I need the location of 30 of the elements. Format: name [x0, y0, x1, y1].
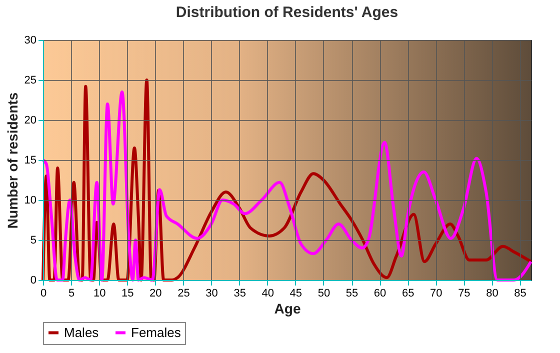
x-axis-title: Age — [274, 300, 301, 316]
x-tick-label: 30 — [206, 288, 218, 300]
y-tick-label: 5 — [30, 234, 36, 246]
x-tick-label: 45 — [290, 288, 302, 300]
x-tick-label: 35 — [234, 288, 246, 300]
y-tick-label: 30 — [24, 34, 36, 46]
x-tick-label: 25 — [178, 288, 190, 300]
legend-label: Males — [64, 324, 100, 340]
x-tick-label: 20 — [150, 288, 162, 300]
x-tick-label: 0 — [40, 288, 47, 300]
x-tick-label: 70 — [430, 288, 442, 300]
y-tick-label: 15 — [24, 154, 36, 166]
y-tick-label: 25 — [24, 74, 36, 86]
y-tick-label: 0 — [30, 274, 36, 286]
x-tick-label: 60 — [374, 288, 386, 300]
x-tick-label: 85 — [514, 288, 526, 300]
x-tick-label: 55 — [346, 288, 358, 300]
x-tick-label: 15 — [122, 288, 134, 300]
chart-title: Distribution of Residents' Ages — [176, 4, 398, 21]
x-tick-label: 75 — [458, 288, 470, 300]
x-tick-label: 40 — [262, 288, 274, 300]
x-tick-label: 10 — [93, 288, 106, 300]
y-tick-label: 10 — [24, 194, 36, 206]
x-tick-label: 50 — [318, 288, 330, 300]
y-axis-title: Number of residents — [4, 92, 20, 229]
x-tick-label: 80 — [486, 288, 498, 300]
y-tick-label: 20 — [24, 114, 36, 126]
x-tick-label: 5 — [68, 288, 75, 300]
legend-label: Females — [131, 324, 182, 340]
x-tick-label: 65 — [402, 288, 414, 300]
